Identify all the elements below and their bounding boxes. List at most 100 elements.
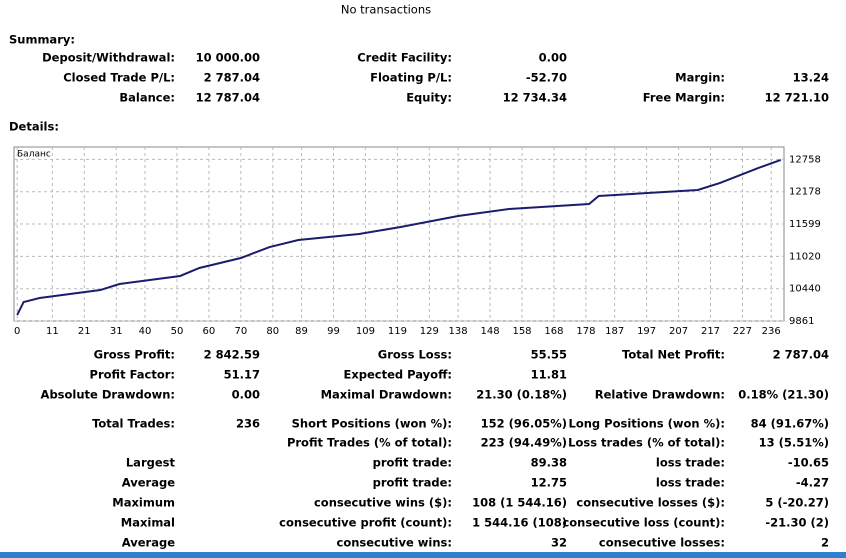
label: Short Positions (won %): [292, 417, 452, 431]
value: 12 734.34 [503, 91, 567, 105]
value: 2 842.59 [204, 348, 260, 362]
x-tick-label: 50 [171, 326, 184, 337]
value: 12 787.04 [196, 91, 260, 105]
value: 13 (5.51%) [759, 436, 829, 450]
value: 0.18% (21.30) [738, 388, 829, 402]
value: 12 721.10 [765, 91, 829, 105]
label: consecutive losses: [599, 536, 725, 550]
x-tick-label: 119 [388, 326, 407, 337]
label: profit trade: [373, 456, 452, 470]
y-tick-label: 11599 [789, 219, 821, 230]
value: 55.55 [531, 348, 567, 362]
label: Average [122, 476, 175, 490]
x-tick-label: 207 [669, 326, 688, 337]
x-tick-label: 148 [481, 326, 500, 337]
value: 32 [551, 536, 567, 550]
value: 12.75 [531, 476, 567, 490]
value: 108 (1 544.16) [472, 496, 567, 510]
label: profit trade: [373, 476, 452, 490]
y-tick-label: 11020 [789, 251, 821, 262]
x-tick-label: 217 [701, 326, 720, 337]
value: 21.30 (0.18%) [476, 388, 567, 402]
value: -10.65 [788, 456, 829, 470]
label: consecutive profit (count): [279, 516, 452, 530]
x-tick-label: 89 [295, 326, 308, 337]
balance-line [16, 159, 782, 316]
x-tick-label: 40 [139, 326, 152, 337]
value: 0.00 [539, 51, 567, 65]
label: Maximum [112, 496, 175, 510]
y-tick-label: 10440 [789, 284, 821, 295]
label: Closed Trade P/L: [63, 71, 175, 85]
x-tick-label: 31 [110, 326, 123, 337]
value: 10 000.00 [196, 51, 260, 65]
value: 2 [821, 536, 829, 550]
label: Long Positions (won %): [569, 417, 726, 431]
label: loss trade: [656, 456, 725, 470]
value: 51.17 [224, 368, 260, 382]
value: -21.30 (2) [765, 516, 829, 530]
x-tick-label: 236 [762, 326, 781, 337]
value: 0.00 [232, 388, 260, 402]
x-tick-label: 138 [449, 326, 468, 337]
label: Relative Drawdown: [595, 388, 725, 402]
label: loss trade: [656, 476, 725, 490]
details-heading: Details: [9, 120, 59, 134]
y-tick-label: 12178 [789, 187, 821, 198]
x-tick-label: 60 [203, 326, 216, 337]
legend: Баланс [17, 150, 51, 160]
value: 89.38 [531, 456, 567, 470]
value: -52.70 [526, 71, 567, 85]
label: Floating P/L: [370, 71, 452, 85]
label: Maximal Drawdown: [321, 388, 452, 402]
x-tick-label: 21 [78, 326, 91, 337]
label: Maximal [121, 516, 175, 530]
value: 1 544.16 (108) [472, 516, 567, 530]
label: Profit Trades (% of total): [287, 436, 452, 450]
x-tick-label: 197 [637, 326, 656, 337]
x-tick-label: 227 [733, 326, 752, 337]
value: 84 (91.67%) [751, 417, 829, 431]
y-tick-label: 9861 [789, 316, 814, 327]
label: Equity: [406, 91, 452, 105]
label: Largest [126, 456, 176, 470]
x-tick-label: 11 [46, 326, 59, 337]
title: No transactions [341, 3, 431, 17]
chart-frame [13, 146, 785, 322]
label: consecutive wins: [337, 536, 453, 550]
label: Absolute Drawdown: [41, 388, 175, 402]
value: 223 (94.49%) [481, 436, 567, 450]
label: Loss trades (% of total): [568, 436, 725, 450]
label: Margin: [675, 71, 725, 85]
label: Gross Loss: [378, 348, 452, 362]
value: 2 787.04 [773, 348, 829, 362]
value: 5 (-20.27) [765, 496, 829, 510]
summary-heading: Summary: [9, 33, 75, 47]
label: Expected Payoff: [344, 368, 453, 382]
label: Total Trades: [92, 417, 175, 431]
value: 13.24 [793, 71, 829, 85]
label: Total Net Profit: [622, 348, 725, 362]
value: 152 (96.05%) [481, 417, 567, 431]
label: Gross Profit: [94, 348, 175, 362]
y-tick-label: 12758 [789, 154, 821, 165]
label: consecutive losses ($): [576, 496, 725, 510]
label: Free Margin: [643, 91, 725, 105]
value: 236 [236, 417, 260, 431]
x-tick-label: 178 [576, 326, 595, 337]
label: Profit Factor: [90, 368, 175, 382]
x-tick-label: 80 [266, 326, 279, 337]
label: Balance: [119, 91, 175, 105]
x-tick-label: 168 [544, 326, 563, 337]
value: 2 787.04 [204, 71, 260, 85]
label: consecutive wins ($): [314, 496, 452, 510]
value: -4.27 [796, 476, 829, 490]
label: Deposit/Withdrawal: [42, 51, 175, 65]
label: Average [122, 536, 175, 550]
label: Credit Facility: [357, 51, 452, 65]
x-tick-label: 99 [327, 326, 340, 337]
x-tick-label: 0 [14, 326, 20, 337]
x-tick-label: 70 [234, 326, 247, 337]
